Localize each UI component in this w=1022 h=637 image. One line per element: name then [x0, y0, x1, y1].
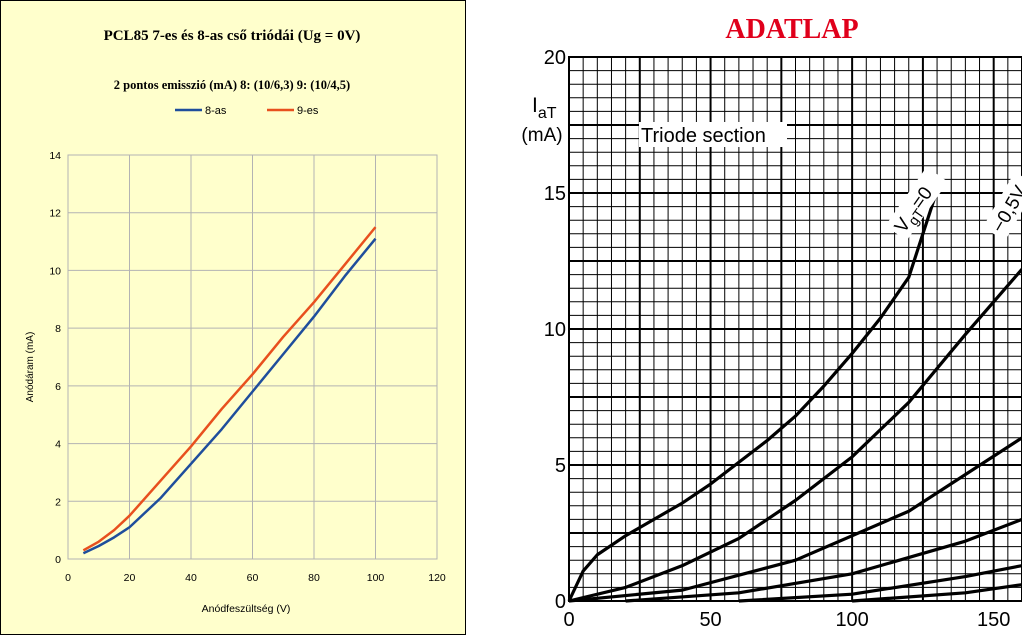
- datasheet-curve: [852, 583, 1022, 603]
- datasheet-curve: [738, 564, 1022, 603]
- datasheet-curve: [568, 436, 1022, 603]
- y-unit-bg: [518, 120, 566, 146]
- datasheet-chart: ADATLAP 0 50 100 150 0 5 10 15 20 IaT (mA) Triod…: [518, 14, 1022, 631]
- datasheet-curves: [567, 189, 1022, 603]
- x-tick-label: 40: [185, 572, 197, 584]
- x-tick-label: 60: [247, 572, 259, 584]
- datasheet-curve: [568, 268, 1022, 603]
- datasheet-y-tick-label: 0: [555, 591, 566, 613]
- y-tick-label: 4: [55, 439, 61, 451]
- y-tick-label: 6: [55, 381, 61, 393]
- y-tick-label: 8: [55, 323, 61, 335]
- series-line-8: [82, 237, 377, 555]
- datasheet-y-tick-label: 20: [544, 47, 566, 69]
- y-tick-label: 2: [55, 496, 61, 508]
- datasheet-y-tick-label: 5: [555, 455, 566, 477]
- x-tick-label: 0: [65, 572, 71, 584]
- y-tick-label: 0: [55, 554, 61, 566]
- chart-title: PCL85 7-es és 8-as cső triódái (Ug = 0V): [104, 28, 361, 44]
- chart-ticks: 0 20 40 60 80 100 120 0 2 4 6 8 10 12 14: [49, 150, 446, 584]
- datasheet-y-tick-label: 10: [544, 319, 566, 341]
- legend-label: 9-es: [297, 105, 319, 117]
- datasheet-curve: [625, 517, 1022, 603]
- x-tick-label: 80: [308, 572, 320, 584]
- chart-legend: 8-as 9-es: [175, 105, 319, 117]
- left-chart-panel: [0, 0, 466, 635]
- datasheet-header: ADATLAP: [725, 14, 858, 45]
- datasheet-x-tick-label: 100: [835, 609, 868, 631]
- y-label-main: I: [532, 94, 538, 117]
- datasheet-y-label: IaT (mA): [518, 94, 566, 146]
- legend-label: 8-as: [205, 105, 227, 117]
- y-tick-label: 12: [49, 208, 61, 220]
- section-label-bg: [639, 122, 787, 147]
- y-label-sub: aT: [538, 105, 557, 122]
- y-axis-label: Anódáram (mA): [25, 332, 36, 403]
- x-axis-label: Anódfeszültség (V): [202, 603, 291, 615]
- chart-grid: [67, 154, 438, 560]
- y-tick-label: 10: [49, 265, 61, 277]
- datasheet-grid: [568, 56, 1022, 602]
- x-tick-label: 120: [428, 572, 446, 584]
- series-line-9: [82, 226, 377, 552]
- curve-label-vgt0: VgT=0: [885, 166, 948, 241]
- section-label: Triode section: [641, 125, 766, 147]
- datasheet-curve: [567, 189, 939, 602]
- datasheet-y-tick-label: 15: [544, 183, 566, 205]
- svg-text:IaT: IaT: [532, 94, 557, 122]
- y-unit-label: (mA): [521, 125, 562, 146]
- datasheet-ticks: 0 50 100 150 0 5 10 15 20: [544, 47, 1011, 631]
- chart-series-lines: [82, 226, 377, 555]
- left-chart: PCL85 7-es és 8-as cső triódái (Ug = 0V)…: [25, 28, 446, 615]
- datasheet-x-tick-label: 150: [977, 609, 1010, 631]
- x-tick-label: 100: [367, 572, 385, 584]
- x-tick-label: 20: [124, 572, 136, 584]
- chart-subtitle: 2 pontos emisszió (mA) 8: (10/6,3) 9: (1…: [114, 78, 350, 92]
- datasheet-x-tick-label: 0: [563, 609, 574, 631]
- y-tick-label: 14: [49, 150, 61, 162]
- datasheet-x-tick-label: 50: [699, 609, 721, 631]
